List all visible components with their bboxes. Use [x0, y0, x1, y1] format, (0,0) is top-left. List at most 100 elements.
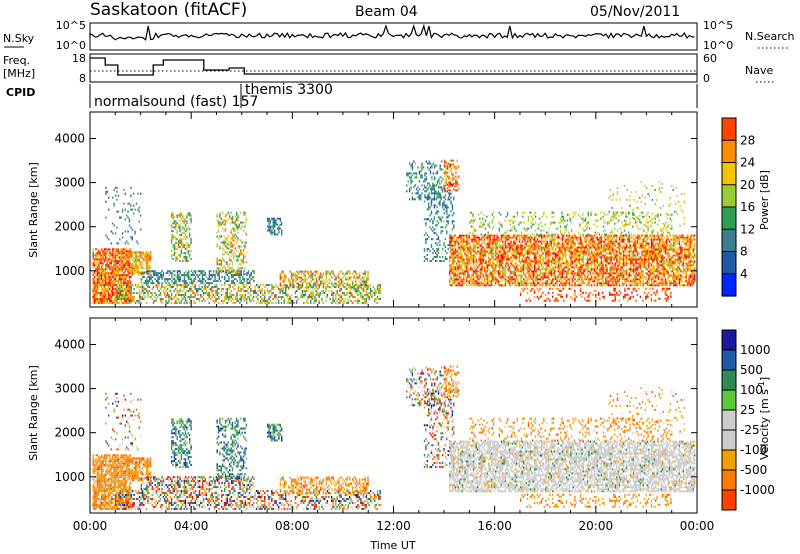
- power-cell: [124, 242, 126, 245]
- power-cell: [524, 242, 526, 245]
- power-cell: [471, 234, 473, 237]
- power-cell: [541, 254, 543, 257]
- nsky-trace: [89, 23, 695, 41]
- power-cell: [173, 290, 176, 292]
- nsearch-label: N.Search: [745, 30, 795, 43]
- power-cell: [497, 272, 500, 275]
- power-cell: [559, 284, 561, 287]
- power-cell: [360, 284, 362, 287]
- power-cell: [332, 301, 334, 304]
- power-cell: [364, 294, 366, 296]
- power-cell: [147, 261, 149, 264]
- power-cell: [531, 270, 533, 273]
- power-cell: [518, 240, 521, 243]
- power-cell: [490, 242, 493, 245]
- power-cell: [221, 288, 223, 290]
- power-cell: [541, 272, 543, 275]
- power-cell: [246, 280, 248, 283]
- power-cell: [368, 286, 370, 288]
- power-cell: [243, 286, 245, 288]
- power-cell: [190, 290, 192, 292]
- power-cell: [488, 260, 490, 263]
- power-cell: [133, 292, 135, 294]
- power-cell: [189, 228, 191, 231]
- power-cell: [460, 240, 462, 243]
- power-cell: [428, 204, 430, 207]
- power-cell: [474, 276, 476, 279]
- power-cell: [568, 236, 571, 239]
- power-cell: [260, 290, 262, 292]
- power-cell: [481, 242, 483, 245]
- power-cell: [98, 301, 100, 304]
- power-cell: [481, 266, 483, 269]
- power-cell: [499, 266, 501, 269]
- power-cell: [314, 274, 316, 277]
- power-cell: [96, 298, 99, 300]
- power-cell: [92, 266, 94, 269]
- power-cell: [190, 220, 192, 223]
- power-cell: [157, 288, 159, 290]
- power-cell: [531, 236, 533, 239]
- power-cell: [351, 296, 354, 298]
- power-cell: [563, 252, 565, 255]
- power-cell: [180, 240, 183, 243]
- power-cell: [457, 274, 459, 277]
- power-cell: [246, 284, 248, 287]
- power-cell: [532, 244, 534, 247]
- power-cell: [242, 276, 244, 279]
- power-cell: [442, 178, 444, 181]
- power-cell: [471, 266, 473, 269]
- power-cell: [174, 278, 176, 281]
- power-cell: [130, 271, 132, 274]
- power-cell: [506, 254, 508, 257]
- power-cell: [553, 262, 555, 265]
- power-cell: [477, 278, 479, 281]
- power-cell: [112, 248, 114, 251]
- power-cell: [285, 294, 287, 296]
- radar-site-title: Saskatoon (fitACF): [90, 0, 247, 20]
- power-cell: [456, 268, 458, 271]
- power-cell: [100, 268, 103, 271]
- power-cell: [178, 270, 180, 273]
- power-cell: [490, 274, 493, 277]
- power-cell: [243, 296, 245, 298]
- power-cell: [117, 282, 119, 285]
- power-cell: [557, 244, 559, 247]
- power-cell: [114, 299, 117, 302]
- power-cell: [426, 196, 428, 199]
- power-cell: [212, 294, 215, 296]
- power-cell: [444, 258, 447, 260]
- power-cell: [566, 242, 568, 245]
- power-cell: [113, 270, 115, 273]
- power-cell: [269, 290, 272, 292]
- power-cell: [557, 240, 559, 243]
- power-cell: [547, 244, 550, 247]
- power-cell: [120, 264, 122, 267]
- power-cell: [102, 301, 104, 304]
- power-cell: [237, 290, 240, 292]
- power-cell: [549, 234, 551, 237]
- power-cell: [488, 284, 490, 287]
- power-cell: [546, 268, 548, 271]
- power-cell: [550, 272, 553, 275]
- power-cell: [545, 250, 547, 253]
- power-cell: [559, 260, 561, 263]
- power-cell: [194, 288, 196, 290]
- power-cell: [184, 224, 187, 227]
- power-cell: [328, 272, 330, 275]
- power-cell: [133, 267, 135, 270]
- power-cell: [571, 240, 573, 243]
- power-cell: [193, 286, 195, 288]
- power-cell: [99, 270, 101, 273]
- power-cell: [567, 242, 569, 245]
- power-cell: [114, 248, 117, 251]
- power-cell: [141, 257, 143, 260]
- power-cell: [549, 284, 551, 287]
- power-cell: [502, 234, 504, 237]
- power-cell: [560, 256, 562, 259]
- power-cell: [93, 260, 96, 263]
- power-cell: [517, 268, 519, 271]
- power-cell: [300, 276, 302, 279]
- power-cell: [332, 292, 334, 294]
- power-cell: [301, 282, 304, 285]
